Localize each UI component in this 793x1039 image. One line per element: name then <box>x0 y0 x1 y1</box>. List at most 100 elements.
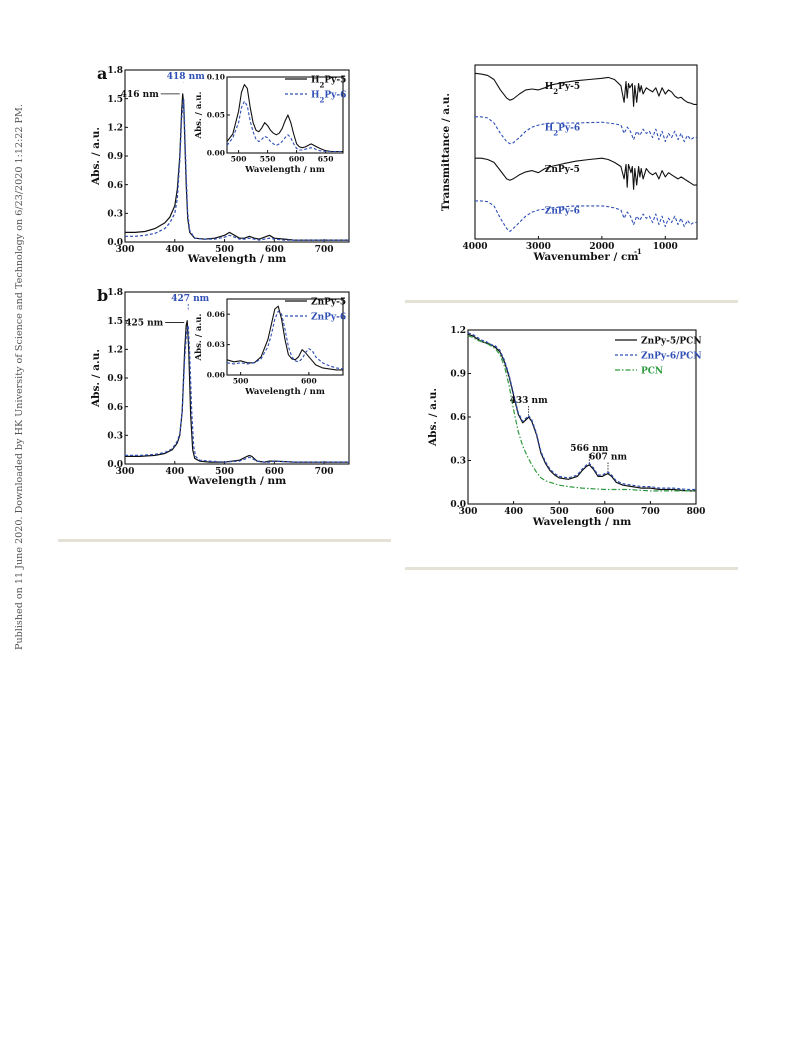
y-tick-label: 1.5 <box>107 317 123 327</box>
y-tick-label: 0.00 <box>207 149 225 158</box>
y-tick-label: 0.6 <box>107 181 123 191</box>
series-label: ZnPy-6 <box>545 206 580 216</box>
inset-y-axis-title: Abs. / a.u. <box>194 314 204 362</box>
x-tick-label: 300 <box>459 507 478 517</box>
ftir-chart: 4000 3000 2000 1000 Wavenumber / cm-1 Transmi… <box>440 64 698 263</box>
x-tick-label: 500 <box>215 245 234 255</box>
x-tick-label: 4000 <box>462 242 487 252</box>
x-tick-label: 2000 <box>589 242 614 252</box>
y-tick-label: 1.5 <box>107 95 123 105</box>
x-tick-label: 600 <box>301 377 317 386</box>
x-axis-unit-superscript: -1 <box>634 247 642 256</box>
x-tick-label: 600 <box>265 245 284 255</box>
legend-label: H2Py-6 <box>311 91 346 105</box>
y-tick-label: 0.05 <box>207 111 225 120</box>
series-line-znpy-5-pcn <box>467 333 696 492</box>
x-axis-title: Wavelength / nm <box>187 253 286 265</box>
y-axis-title: Abs. / a.u. <box>90 127 102 186</box>
y-tick-label: 0.0 <box>450 500 466 510</box>
y-tick-label: 0.6 <box>107 403 123 413</box>
series-line-znpy-5 <box>475 157 697 190</box>
series-line-pcn <box>467 335 696 492</box>
x-tick-label: 800 <box>687 507 706 517</box>
y-axis-title: Abs. / a.u. <box>90 349 102 408</box>
y-tick-label: 1.8 <box>107 288 123 298</box>
x-tick-label: 600 <box>265 467 284 477</box>
x-tick-label: 600 <box>289 155 305 164</box>
x-axis-title: Wavelength / nm <box>187 475 286 487</box>
y-tick-label: 0.3 <box>107 431 123 441</box>
x-tick-label: 500 <box>233 377 249 386</box>
peak-label: 427 nm <box>171 294 209 304</box>
legend-label: ZnPy-6 <box>311 313 346 323</box>
peak-label: 433 nm <box>510 396 548 406</box>
inset-y-axis-title: Abs. / a.u. <box>194 92 204 140</box>
panel-label: a <box>97 64 107 83</box>
x-tick-label: 400 <box>504 507 523 517</box>
series-label: H2Py-5 <box>545 82 580 96</box>
series-line-h2py-6 <box>226 100 343 153</box>
x-tick-label: 300 <box>116 467 135 477</box>
y-tick-label: 0.00 <box>207 371 225 380</box>
series-line-znpy-6-pcn <box>467 332 696 491</box>
peak-label: 425 nm <box>125 319 163 329</box>
plot-frame <box>474 64 698 240</box>
y-tick-label: 1.2 <box>450 326 466 336</box>
legend-label: ZnPy-6/PCN <box>641 352 702 362</box>
series-line-h2py-6 <box>475 116 697 145</box>
peak-label: 418 nm <box>167 72 205 82</box>
x-tick-label: 700 <box>641 507 660 517</box>
inset-x-axis-title: Wavelength / nm <box>244 387 325 397</box>
x-tick-label: 1000 <box>653 242 678 252</box>
series-line-h2py-6 <box>125 98 349 241</box>
divider-right-top <box>405 300 738 303</box>
series-line-h2py-5 <box>474 72 697 107</box>
series-line-znpy-5 <box>125 320 349 463</box>
x-tick-label: 500 <box>231 155 247 164</box>
inset-plot-frame <box>226 76 344 154</box>
y-tick-label: 0.03 <box>207 340 225 349</box>
x-tick-label: 650 <box>318 155 334 164</box>
y-tick-label: 1.2 <box>107 123 123 133</box>
x-tick-label: 700 <box>315 467 334 477</box>
y-tick-label: 1.8 <box>107 66 123 76</box>
x-tick-label: 400 <box>165 245 184 255</box>
y-axis-title: Transmittance / a.u. <box>440 93 452 211</box>
peak-label: 566 nm <box>570 444 608 454</box>
series-label: ZnPy-5 <box>545 165 580 175</box>
y-axis-title: Abs. / a.u. <box>427 388 439 447</box>
y-tick-label: 1.2 <box>107 345 123 355</box>
y-tick-label: 0.9 <box>107 374 123 384</box>
divider-right-bottom <box>405 567 738 570</box>
y-tick-label: 0.6 <box>450 413 466 423</box>
x-tick-label: 3000 <box>526 242 551 252</box>
peak-label: 416 nm <box>121 90 159 100</box>
series-line-znpy-6 <box>226 310 344 370</box>
y-tick-label: 0.06 <box>207 310 225 319</box>
legend-label: ZnPy-5/PCN <box>641 337 702 347</box>
x-tick-label: 500 <box>215 467 234 477</box>
series-line-znpy-6 <box>475 200 697 233</box>
legend-label: ZnPy-5 <box>311 298 346 308</box>
x-tick-label: 600 <box>595 507 614 517</box>
uv-vis-chart-a: 300 400 500 600 700 0.0 0.3 0.6 0.9 1.2 1.5 1.8a Wav… <box>90 64 350 265</box>
series-label: H2Py-6 <box>545 123 580 137</box>
y-tick-label: 0.0 <box>107 460 123 470</box>
download-notice: Published on 11 June 2020. Downloaded by… <box>14 104 25 650</box>
legend-label: H2Py-5 <box>311 76 346 90</box>
panel-label: b <box>97 286 108 305</box>
inset-plot-frame <box>226 298 344 376</box>
x-tick-label: 500 <box>550 507 569 517</box>
x-axis-title: Wavelength / nm <box>532 516 631 528</box>
series-line-znpy-6 <box>125 324 349 463</box>
x-tick-label: 700 <box>315 245 334 255</box>
series-line-h2py-5 <box>125 93 349 241</box>
y-tick-label: 0.3 <box>450 457 466 467</box>
inset-x-axis-title: Wavelength / nm <box>244 165 325 175</box>
divider-left <box>58 539 391 542</box>
peak-label: 607 nm <box>589 453 627 463</box>
drs-chart: 300 400 500 600 700 800 0.0 0.3 0.6 0.9 1.2 Wavelen… <box>427 326 706 528</box>
x-tick-label: 550 <box>260 155 276 164</box>
y-tick-label: 0.3 <box>107 209 123 219</box>
legend-label: PCN <box>641 367 663 377</box>
